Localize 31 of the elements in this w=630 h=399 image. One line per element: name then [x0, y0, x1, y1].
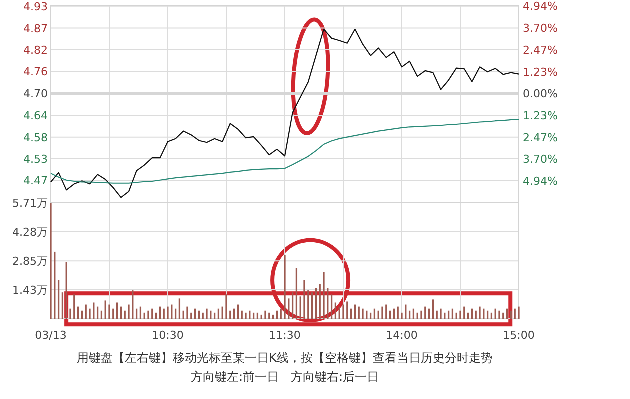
y-tick-label: 4.87: [24, 22, 48, 36]
text: 方向键左:前一日 方向键右:后一日: [190, 370, 380, 384]
x-tick-label: 15:00: [503, 329, 535, 342]
y-tick-label: 4.58: [24, 131, 48, 144]
y2-tick-label: 2.47%: [523, 131, 558, 144]
y-tick-label: 4.93: [24, 0, 48, 14]
y2-tick-label: 4.94%: [523, 0, 558, 13]
y-tick-label: 4.47: [24, 174, 48, 188]
y2-tick-label: 1.23%: [523, 109, 558, 122]
y2-tick-label: 3.70%: [523, 153, 558, 166]
line-series: [50, 119, 520, 184]
y2-tick-label: 0.00%: [523, 88, 558, 101]
y-tick-label: 5.71万: [12, 197, 48, 210]
y-tick-label: 2.85万: [12, 255, 48, 268]
y-tick-label: 4.53: [24, 152, 48, 166]
y2-tick-label: 3.70%: [523, 22, 558, 35]
y2-tick-label: 4.94%: [523, 175, 558, 188]
y2-tick-label: 1.23%: [523, 66, 558, 79]
x-tick-label: 14:00: [386, 329, 418, 342]
text: 用键盘【左右键】移动光标至某一日K线，按【空格键】查看当日历史分时走势: [77, 351, 493, 365]
y-tick-label: 1.43万: [12, 284, 48, 297]
x-tick-label: 10:30: [152, 329, 184, 342]
x-tick-label: 03/13: [35, 329, 67, 342]
y2-tick-label: 2.47%: [523, 44, 558, 57]
y-tick-label: 4.28万: [12, 226, 48, 240]
y-tick-label: 4.76: [24, 66, 48, 79]
x-tick-label: 11:30: [269, 329, 301, 342]
y-tick-label: 4.70: [24, 88, 48, 101]
line-series: [50, 28, 520, 198]
y-tick-label: 4.64: [24, 109, 48, 122]
y-tick-label: 4.82: [24, 44, 48, 57]
